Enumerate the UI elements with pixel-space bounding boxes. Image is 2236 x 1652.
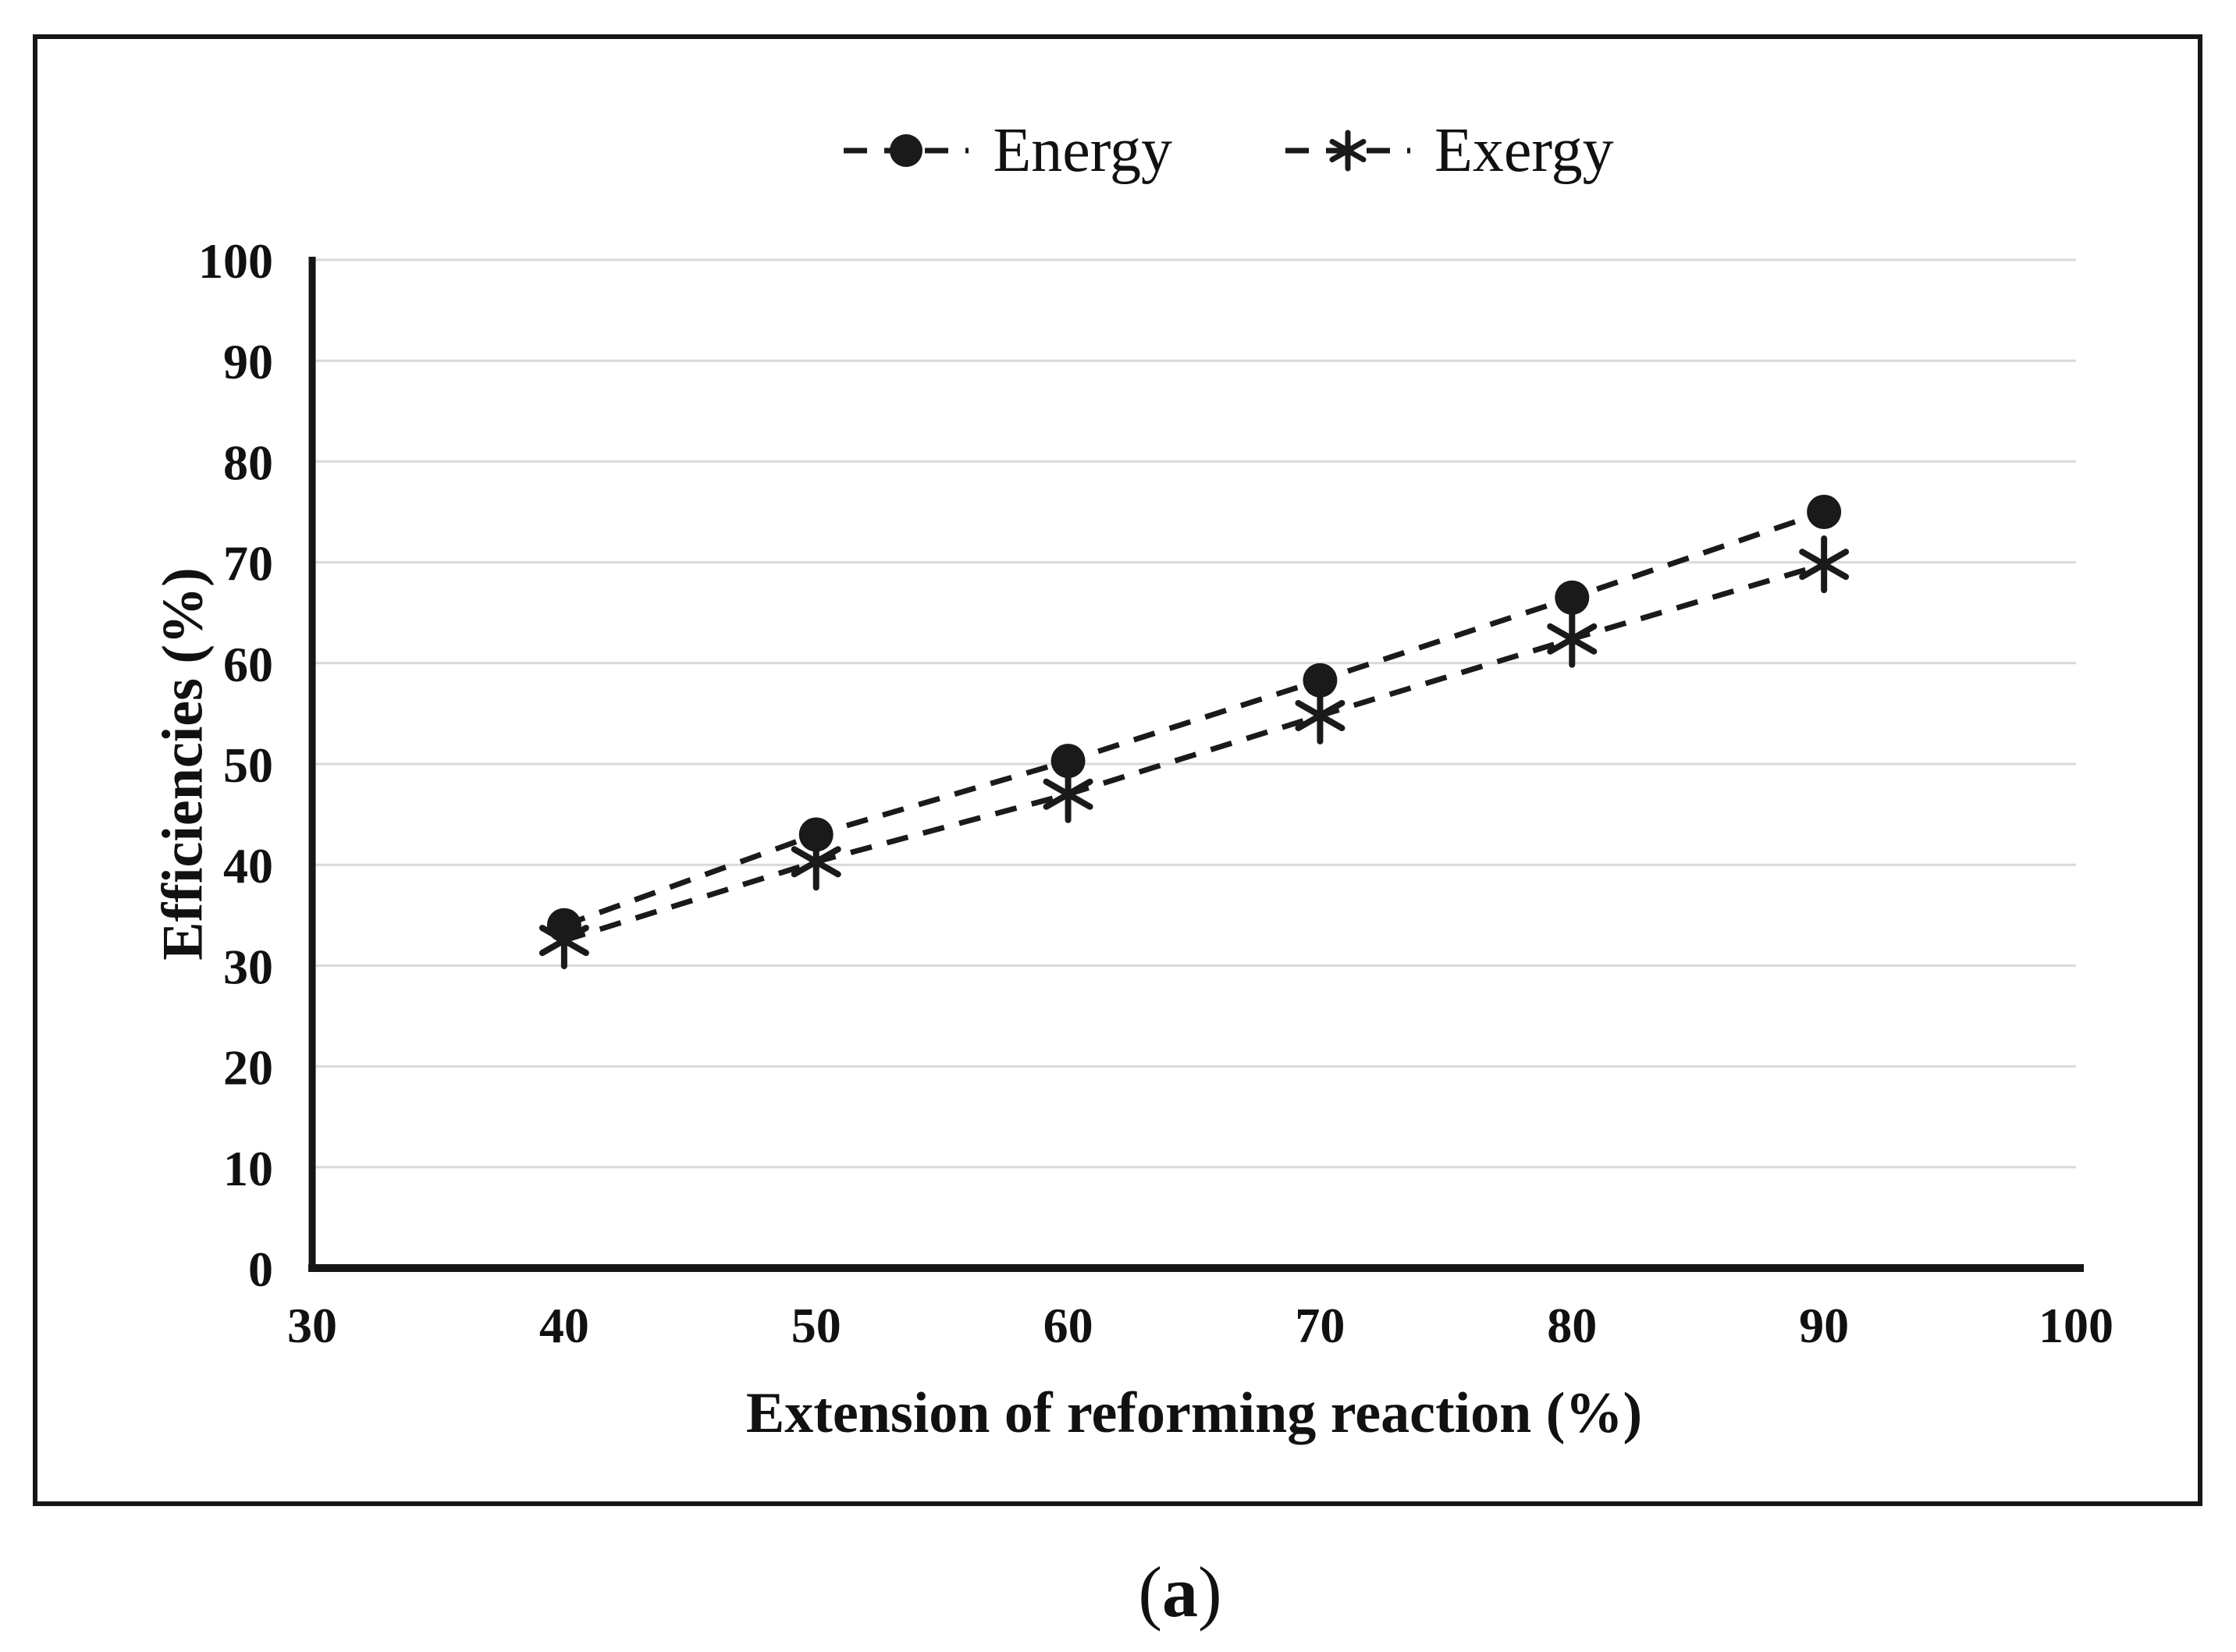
legend-item-energy: Energy [840,113,1172,188]
x-tick-label: 50 [791,1298,841,1353]
energy-point [1303,663,1338,698]
legend-item-exergy: Exergy [1282,113,1614,188]
x-tick-label: 90 [1799,1298,1849,1353]
exergy-legend-marker-icon [1285,130,1410,172]
y-axis-title: Efficiencies (%) [151,567,215,961]
asterisk-spoke [1547,623,1598,655]
x-tick-label: 80 [1547,1298,1597,1353]
energy-point [1050,744,1086,779]
caption-close-paren: ) [1198,1552,1222,1632]
legend: Energy Exergy [37,113,2198,188]
x-tick-labels: 30 40 50 60 70 80 90 100 [287,1298,2113,1353]
energy-point [1807,495,1842,529]
x-tick-label: 70 [1295,1298,1345,1353]
series-exergy [539,535,1850,970]
exergy-point [539,911,589,970]
legend-label-exergy: Exergy [1434,116,1614,185]
y-tick-label: 50 [223,737,273,793]
y-tick-label: 40 [223,838,273,894]
asterisk-spoke [1799,549,1850,581]
y-tick-labels: 0 10 20 30 40 50 60 70 80 90 100 [198,233,273,1297]
exergy-point [1799,535,1850,594]
axes [308,257,2084,1272]
asterisk-spoke [539,925,589,957]
asterisk-spoke [1295,699,1346,731]
asterisk-spoke [1043,778,1093,810]
figure-caption: (a) [33,1551,2202,1632]
x-tick-label: 30 [287,1298,337,1353]
exergy-point [1547,609,1598,668]
y-tick-label: 30 [223,939,273,994]
asterisk-spoke [791,846,841,878]
x-tick-label: 40 [539,1298,589,1353]
energy-legend-marker-icon [844,134,969,167]
gridlines [312,258,2076,1169]
plot-svg: 0 10 20 30 40 50 60 70 80 90 100 30 40 50 60 70 80 90 100 [198,233,2113,1353]
y-tick-label: 90 [223,334,273,389]
exergy-point [791,833,841,891]
x-axis-title: Extension of reforming reaction (%) [745,1381,1643,1445]
y-tick-label: 70 [223,536,273,592]
energy-point [1555,580,1590,615]
exergy-line [563,561,1825,943]
y-tick-label: 10 [223,1141,273,1196]
x-tick-label: 100 [2039,1298,2113,1353]
y-tick-label: 0 [248,1242,273,1297]
exergy-point [1295,686,1346,744]
y-tick-label: 80 [223,435,273,490]
caption-letter: a [1162,1552,1198,1632]
exergy-point [1043,765,1093,823]
y-tick-label: 20 [223,1040,273,1096]
y-tick-label: 100 [198,233,273,289]
chart-frame: Energy Exergy 0 10 20 30 40 50 60 70 80 90 100 30 40… [33,34,2202,1506]
y-tick-label: 60 [223,637,273,692]
x-tick-label: 60 [1043,1298,1093,1353]
caption-open-paren: ( [1138,1552,1162,1632]
legend-label-energy: Energy [993,116,1172,185]
energy-line [563,509,1825,929]
